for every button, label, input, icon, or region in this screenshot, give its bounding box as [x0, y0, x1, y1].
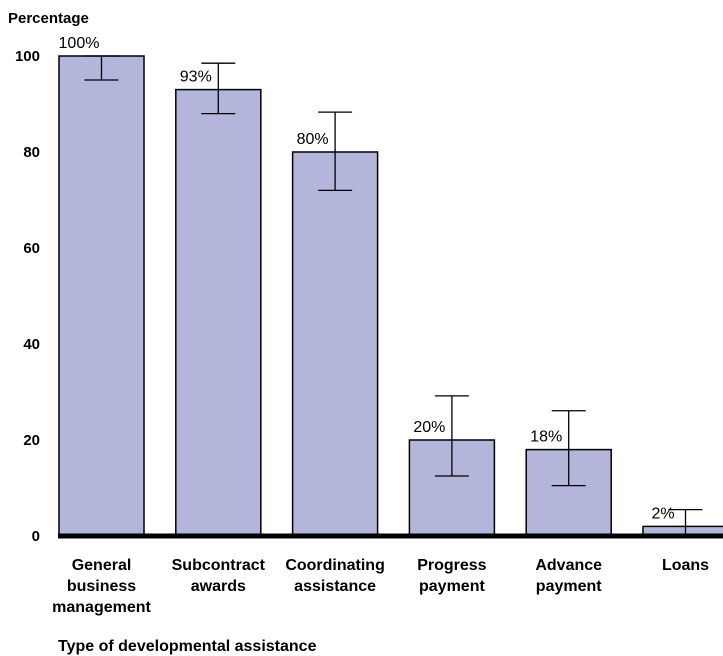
data-label: 100% — [59, 35, 100, 52]
y-tick-label: 0 — [32, 528, 40, 545]
bar — [58, 55, 145, 537]
x-tick-label: General business management — [52, 557, 151, 616]
x-tick-label: Advance payment — [535, 557, 602, 595]
bar — [291, 151, 379, 537]
x-tick-labels: General business management Subcontract awar… — [52, 557, 709, 616]
y-tick-label: 20 — [23, 432, 40, 449]
y-tick-label: 40 — [23, 336, 40, 353]
x-tick-label: Coordinating assistance — [285, 557, 385, 595]
data-label: 80% — [297, 131, 329, 148]
data-label: 20% — [413, 419, 445, 436]
y-tick-label: 60 — [23, 240, 40, 257]
error-bar — [434, 395, 469, 477]
data-label: 18% — [530, 429, 562, 446]
bar — [175, 88, 262, 537]
data-label: 93% — [180, 69, 212, 86]
x-tick-label: Subcontract awards — [172, 557, 266, 595]
x-tick-label: Progress payment — [417, 557, 486, 595]
error-bar — [551, 410, 586, 487]
error-bar — [318, 111, 353, 192]
data-labels: 100% 93% 80% 20% 18% 2% — [59, 35, 675, 522]
y-axis-label: Percentage — [8, 10, 89, 27]
error-bar — [84, 55, 119, 81]
y-tick-label: 80 — [23, 144, 40, 161]
bars — [58, 55, 723, 537]
error-bars — [84, 55, 703, 537]
error-bar — [201, 62, 236, 115]
y-tick-label: 100 — [15, 48, 40, 65]
y-tick-labels: 0 20 40 60 80 100 — [15, 48, 40, 545]
x-tick-label: Loans — [662, 557, 709, 574]
x-axis-title: Type of developmental assistance — [58, 638, 317, 655]
data-label: 2% — [651, 505, 674, 522]
